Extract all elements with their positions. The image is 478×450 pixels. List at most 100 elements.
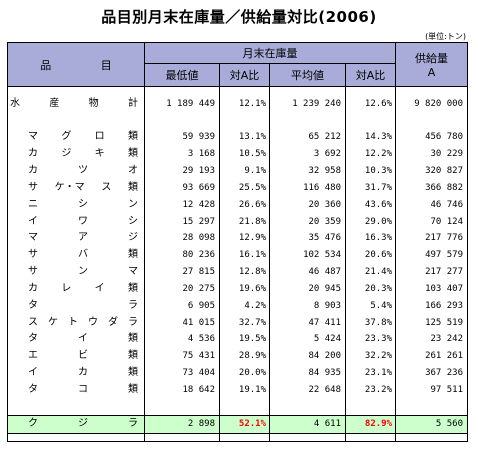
- item-name: イカ類: [8, 366, 144, 381]
- avg-value: 102 534: [269, 247, 346, 264]
- item-name-char: キ: [94, 148, 105, 160]
- min-value: 6 905: [144, 297, 220, 315]
- item-name-char: ウ: [88, 316, 98, 328]
- avg-ratio: 14.3%: [345, 129, 396, 147]
- avg-value: 47 411: [269, 314, 346, 332]
- item-name-char: サ: [28, 249, 38, 261]
- total-min: 1 189 449: [144, 96, 220, 114]
- item-name-char: 類: [127, 148, 138, 160]
- supply-value: 497 579: [395, 247, 468, 264]
- item-name: カツオ: [8, 164, 144, 179]
- table-row: サ ケ・マ ス 類 93 669 25.5% 116 480 31.7% 366 882: [7, 179, 468, 197]
- supply-value: 30 229: [395, 146, 468, 163]
- min-ratio: 28.9%: [219, 348, 270, 365]
- item-name: エビ類: [8, 349, 144, 364]
- avg-ratio: 23.2%: [345, 381, 396, 399]
- item-name-char: ン: [128, 198, 138, 210]
- avg-value: 84 935: [269, 364, 346, 382]
- item-name-char: 物: [88, 98, 99, 110]
- item-name-char: タ: [28, 333, 38, 345]
- avg-ratio: 10.3%: [345, 162, 396, 180]
- avg-ratio: 32.2%: [345, 348, 396, 365]
- item-name-char: ダ: [108, 316, 118, 328]
- item-name-char: ラ: [128, 418, 138, 430]
- avg-ratio: 16.3%: [345, 230, 396, 248]
- table-row: マ ア ジ 28 098 12.9% 35 476 16.3% 217 776: [7, 230, 468, 248]
- table-row: カ ツ オ 29 193 9.1% 32 958 10.3% 320 827: [7, 162, 468, 180]
- item-name-char: シ: [128, 215, 138, 227]
- item-name-char: タ: [28, 299, 38, 311]
- min-ratio: 12.9%: [219, 230, 270, 248]
- avg-value: 22 648: [269, 381, 346, 399]
- table-row: イ ワ シ 15 297 21.8% 20 359 29.0% 70 124: [7, 213, 468, 231]
- avg-ratio: 23.1%: [345, 364, 396, 382]
- total-row: 水 産 物 計 1 189 449 12.1% 1 239 240 12.6% 9 8…: [7, 96, 468, 114]
- item-name-char: 計: [127, 98, 138, 110]
- min-ratio: 9.1%: [219, 162, 270, 180]
- avg-value: 8 903: [269, 297, 346, 315]
- item-name: スケトウダラ: [8, 316, 144, 331]
- supply-value: 456 780: [395, 129, 468, 147]
- total-avg: 1 239 240: [269, 96, 346, 114]
- item-name-char: エ: [28, 350, 38, 362]
- item-name: タイ類: [8, 332, 144, 347]
- item-name-char: ビ: [78, 350, 88, 362]
- total-min-ratio: 12.1%: [219, 96, 270, 114]
- avg-value: 20 359: [269, 213, 346, 231]
- avg-value: 84 200: [269, 348, 346, 365]
- item-name-char: ラ: [128, 316, 138, 328]
- supply-value: 103 407: [395, 280, 468, 298]
- item-name-char: マ: [128, 266, 138, 278]
- item-name-char: ツ: [78, 165, 88, 177]
- supply-header-line1: 供給量: [415, 52, 448, 65]
- min-ratio: 19.5%: [219, 331, 270, 349]
- avg-ratio: 12.2%: [345, 146, 396, 163]
- item-name-char: 類: [127, 282, 138, 294]
- highlight-avg: 4 611: [269, 415, 346, 434]
- item-name-char: 類: [128, 350, 138, 362]
- item-name-char: ン: [78, 266, 88, 278]
- total-label: 水産物計: [8, 97, 144, 112]
- avg-value: 35 476: [269, 230, 346, 248]
- table-row: カ レ イ 類 20 275 19.6% 20 945 20.3% 103 407: [7, 280, 468, 298]
- item-header-1: 品: [40, 58, 52, 72]
- total-avg-ratio: 12.6%: [345, 96, 396, 114]
- highlight-min-ratio: 52.1%: [219, 415, 270, 434]
- unit-note: (単位:トン): [425, 32, 466, 41]
- table-row: サ バ 類 80 236 16.1% 102 534 20.6% 497 579: [7, 247, 468, 264]
- min-ratio: 32.7%: [219, 314, 270, 332]
- avg-value: 116 480: [269, 179, 346, 197]
- min-ratio: 12.8%: [219, 263, 270, 281]
- item-name-char: グ: [61, 131, 72, 143]
- item-name: タコ類: [8, 383, 144, 398]
- item-name-char: ケ: [48, 316, 58, 328]
- item-name-char: ア: [78, 232, 88, 244]
- item-name-char: ラ: [128, 299, 138, 311]
- min-value: 15 297: [144, 213, 220, 231]
- table-row: ニ シ ン 12 428 26.6% 20 360 43.6% 46 746: [7, 196, 468, 214]
- item-name: ニシン: [8, 198, 144, 213]
- supply-header-line2: A: [427, 66, 436, 79]
- item-name: サンマ: [8, 265, 144, 280]
- avg-ratio: 5.4%: [345, 297, 396, 315]
- item-name-char: サ: [28, 266, 38, 278]
- min-value: 28 098: [144, 230, 220, 248]
- supply-value: 166 293: [395, 297, 468, 315]
- item-name-char: イ: [28, 367, 38, 378]
- item-name: マアジ: [8, 231, 144, 246]
- item-name-char: ク: [28, 418, 38, 430]
- avg-value: 20 945: [269, 280, 346, 298]
- page-title: 品目別月末在庫量／供給量対比(2006): [101, 8, 377, 26]
- item-name-char: ロ: [94, 131, 105, 143]
- min-ratio: 13.1%: [219, 129, 270, 147]
- highlight-avg-ratio: 82.9%: [345, 415, 396, 434]
- item-name: マグロ類: [8, 130, 144, 145]
- supply-value: 217 277: [395, 263, 468, 281]
- supply-value: 367 236: [395, 364, 468, 382]
- avg-value: 5 424: [269, 331, 346, 349]
- avg-ratio: 23.3%: [345, 331, 396, 349]
- min-value: 27 815: [144, 263, 220, 281]
- highlight-min: 2 898: [144, 415, 220, 434]
- item-name-char: マ: [28, 232, 38, 244]
